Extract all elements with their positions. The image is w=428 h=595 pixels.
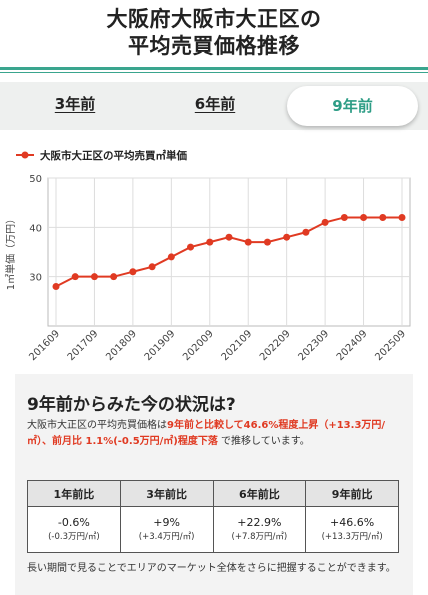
data-point [379,213,387,221]
data-point [263,238,271,246]
page-title-line-2: 平均売買価格推移 [128,34,300,58]
cell-1-year-value: -0.6% [57,515,90,529]
y-tick-label: 50 [29,174,42,185]
period-tab-bar: 3年前 6年前 9年前 [0,82,428,130]
data-point [167,253,175,261]
data-point [52,283,60,291]
data-point [129,268,137,276]
summary-text-highlight: 9年前と比較して46.6%程度上昇（+13.3万円/㎡）、前月比 1.1%(-0… [27,420,386,447]
x-tick-label: 202409 [335,328,370,363]
tab-6-years-label: 6年前 [194,95,236,113]
header-9-year: 9年前比 [305,480,399,507]
data-point [225,233,233,241]
x-tick-label: 202209 [258,328,293,363]
header-1-year: 1年前比 [27,480,121,507]
x-tick-label: 201909 [143,328,178,363]
data-point [148,263,156,271]
cell-9-year-value: +46.6% [330,515,375,529]
legend-marker [21,151,29,159]
data-point [283,233,291,241]
y-tick-label: 30 [29,273,42,284]
summary-note: 長い期間で見ることでエリアのマーケット全体をさらに把握することができます。 [27,563,396,574]
cell-3-year-value: +9% [153,515,180,529]
comparison-value-row: -0.6% (-0.3万円/㎡) +9% (+3.4万円/㎡) +22.9% (+7.… [27,506,399,553]
comparison-header-row: 1年前比 3年前比 6年前比 9年前比 [27,480,399,507]
y-axis-label: 1㎡単価（万円） [4,214,17,290]
cell-6-year: +22.9% (+7.8万円/㎡) [212,506,307,553]
cell-3-year-sub: (+3.4万円/㎡) [138,531,195,542]
summary-text: 大阪市大正区の平均売買価格は9年前と比較して46.6%程度上昇（+13.3万円/… [27,418,405,450]
summary-panel: 9年前からみた今の状況は? 大阪市大正区の平均売買価格は9年前と比較して46.6… [15,374,413,595]
data-point [321,218,329,226]
tab-3-years[interactable]: 3年前 [20,82,130,126]
cell-3-year: +9% (+3.4万円/㎡) [119,506,214,553]
cell-6-year-sub: (+7.8万円/㎡) [231,531,288,542]
data-point [71,273,79,281]
summary-text-intro: 大阪市大正区の平均売買価格は [27,420,167,431]
cell-9-year: +46.6% (+13.3万円/㎡) [305,506,399,553]
summary-heading: 9年前からみた今の状況は? [27,395,236,415]
page-title: 大阪府大阪市大正区の 平均売買価格推移 [0,6,428,60]
tab-3-years-label: 3年前 [54,95,96,113]
cell-1-year: -0.6% (-0.3万円/㎡) [27,506,121,553]
legend-label: 大阪市大正区の平均売買㎡単価 [40,149,187,162]
x-tick-label: 202109 [220,328,255,363]
x-tick-label: 202009 [181,328,216,363]
plot-frame [47,177,411,327]
tab-9-years-label: 9年前 [332,97,373,115]
data-point [302,228,310,236]
x-tick-label: 201809 [104,328,139,363]
comparison-table: 1年前比 3年前比 6年前比 9年前比 -0.6% (-0.3万円/㎡) +9% (… [27,480,399,553]
data-point [187,243,195,251]
header-3-year: 3年前比 [119,480,214,507]
data-point [90,273,98,281]
cell-6-year-value: +22.9% [237,515,282,529]
data-point [340,213,348,221]
page-title-line-1: 大阪府大阪市大正区の [106,7,322,31]
x-tick-label: 201709 [66,328,101,363]
cell-9-year-sub: (+13.3万円/㎡) [321,531,383,542]
data-point [206,238,214,246]
x-tick-label: 202309 [296,328,331,363]
data-point [244,238,252,246]
cell-1-year-sub: (-0.3万円/㎡) [48,531,100,542]
header-6-year: 6年前比 [212,480,307,507]
y-tick-label: 40 [29,223,42,234]
data-point [110,273,118,281]
summary-text-outro: で推移しています。 [217,436,310,447]
title-divider-thin [0,72,428,73]
x-tick-label: 202509 [373,328,408,363]
price-line-chart: 大阪市大正区の平均売買㎡単価 30 40 50 1㎡単価（万円） 201609 201709… [4,149,411,363]
data-point [360,213,368,221]
x-tick-label: 201609 [27,328,62,363]
tab-6-years[interactable]: 6年前 [160,82,270,126]
title-divider [0,67,428,70]
data-point [398,213,406,221]
tab-9-years[interactable]: 9年前 [287,86,418,126]
